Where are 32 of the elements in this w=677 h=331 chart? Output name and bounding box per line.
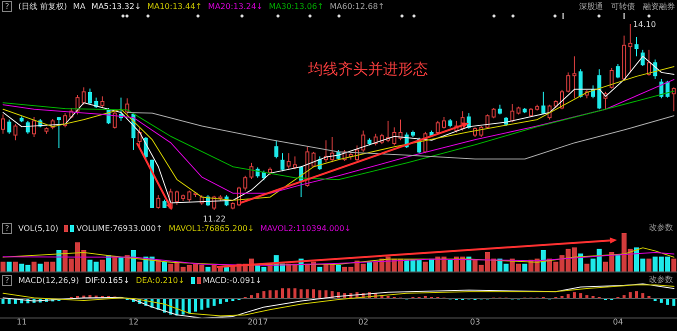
text: 深股通 <box>579 1 603 12</box>
annotation: 均线齐头并进形态 <box>308 60 428 79</box>
text: 改参数 <box>649 222 673 233</box>
x-tick-label: 12 <box>128 318 139 327</box>
text: 可转债 <box>611 1 635 12</box>
text: MAVOL2:110394.000↓ <box>260 224 352 232</box>
x-tick-label: 2017 <box>248 318 268 327</box>
x-tick-label: 02 <box>358 318 368 327</box>
series-label: DIF:0.165↓ <box>85 276 130 284</box>
text: ? <box>2 222 12 234</box>
chart-title: MACD(12,26,9) <box>18 276 80 284</box>
text: MA30:13.06↑ <box>268 2 324 10</box>
text: ? <box>2 0 12 12</box>
x-tick-label: 03 <box>470 318 480 327</box>
legend-label: MACD:-0.091↓ <box>202 276 262 284</box>
text: MAVOL1:76865.200↓ <box>168 224 254 232</box>
text: MA5:13.32↓ <box>91 2 142 10</box>
x-tick-label: 11 <box>16 318 27 327</box>
annotation: ? <box>2 274 12 286</box>
legend-label: VOLUME:76933.000↑ <box>75 224 163 232</box>
annotation: 11.22 <box>202 214 226 224</box>
annotation: 14.10 <box>633 20 656 29</box>
text: MA60:12.68↑ <box>330 2 385 10</box>
series-label: DEA:0.210↓ <box>136 276 185 284</box>
text: 融资融券 <box>643 1 675 12</box>
text: MA20:13.24↓ <box>208 2 263 10</box>
chart-title: VOL(5,10) <box>18 224 58 232</box>
text: MA10:13.44↑ <box>147 2 202 10</box>
legend-title: MA <box>73 2 86 10</box>
annotation: 改参数 <box>649 274 673 285</box>
x-tick-label: 04 <box>612 318 624 327</box>
chart-title: (日线 前复权) <box>18 0 68 12</box>
